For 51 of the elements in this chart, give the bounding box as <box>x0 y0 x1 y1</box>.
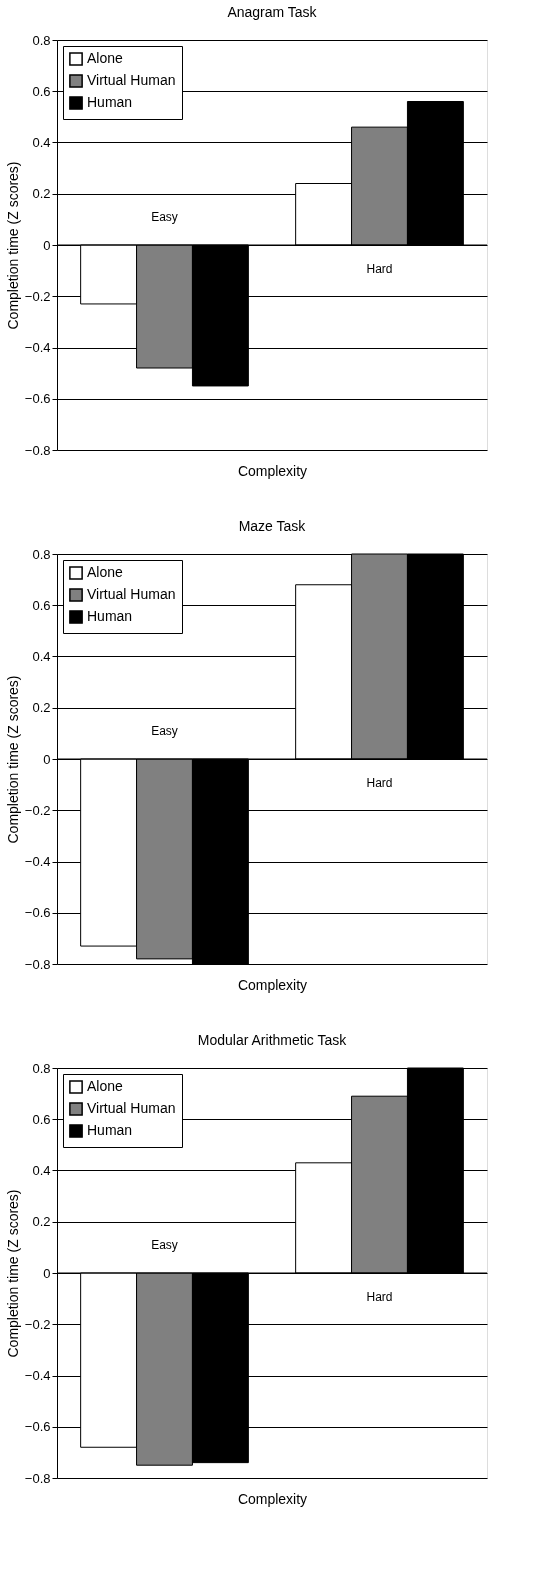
y-tick-label: 0 <box>43 751 51 767</box>
y-tick-label: 0.6 <box>32 83 51 99</box>
y-axis-title: Completion time (Z scores) <box>4 161 21 330</box>
legend-label: Alone <box>87 564 124 580</box>
y-tick-label: 0 <box>43 1265 51 1281</box>
legend-label: Virtual Human <box>87 72 176 88</box>
x-tick-label: Hard <box>366 776 393 790</box>
chart-title: Maze Task <box>238 518 307 534</box>
y-tick-label: −0.6 <box>24 391 51 407</box>
y-tick-label: −0.4 <box>24 1368 51 1383</box>
x-axis-title: Complexity <box>237 462 308 479</box>
legend-label: Alone <box>87 1078 124 1094</box>
y-tick-label: −0.2 <box>24 802 51 818</box>
legend-label: Alone <box>87 50 124 66</box>
y-tick-label: 0.8 <box>32 1060 51 1076</box>
x-tick-label: Easy <box>151 1238 178 1252</box>
x-tick-label: Hard <box>366 1290 393 1304</box>
y-tick-label: −0.4 <box>24 854 51 869</box>
legend-label: Virtual Human <box>87 1100 176 1116</box>
y-tick-label: −0.6 <box>24 905 51 921</box>
x-tick-label: Easy <box>151 724 178 738</box>
y-tick-label: 0.8 <box>32 546 51 562</box>
x-axis-title: Complexity <box>237 1490 308 1507</box>
x-tick-label: Hard <box>366 262 393 276</box>
y-tick-label: 0 <box>43 237 51 253</box>
y-tick-label: −0.8 <box>24 442 51 458</box>
x-axis-title: Complexity <box>237 976 308 993</box>
y-axis-title: Completion time (Z scores) <box>4 675 21 844</box>
chart-title: Anagram Task <box>227 4 318 20</box>
y-tick-label: −0.6 <box>24 1419 51 1435</box>
x-tick-label: Easy <box>151 210 178 224</box>
y-tick-label: 0.8 <box>32 32 51 48</box>
y-tick-label: 0.4 <box>32 1163 51 1178</box>
legend-label: Human <box>87 1122 133 1138</box>
y-tick-label: −0.4 <box>24 340 51 355</box>
y-axis-title: Completion time (Z scores) <box>4 1189 21 1358</box>
legend-label: Human <box>87 94 133 110</box>
y-tick-label: −0.8 <box>24 1470 51 1486</box>
y-tick-label: 0.6 <box>32 597 51 613</box>
y-tick-label: 0.2 <box>32 700 51 716</box>
y-tick-label: 0.2 <box>32 186 51 202</box>
y-tick-label: 0.4 <box>32 649 51 664</box>
y-tick-label: 0.6 <box>32 1111 51 1127</box>
y-tick-label: 0.4 <box>32 135 51 150</box>
y-tick-label: −0.8 <box>24 956 51 972</box>
y-tick-label: −0.2 <box>24 288 51 304</box>
legend-label: Virtual Human <box>87 586 176 602</box>
legend-label: Human <box>87 608 133 624</box>
chart-title: Modular Arithmetic Task <box>197 1032 348 1048</box>
y-tick-label: −0.2 <box>24 1316 51 1332</box>
y-tick-label: 0.2 <box>32 1214 51 1230</box>
